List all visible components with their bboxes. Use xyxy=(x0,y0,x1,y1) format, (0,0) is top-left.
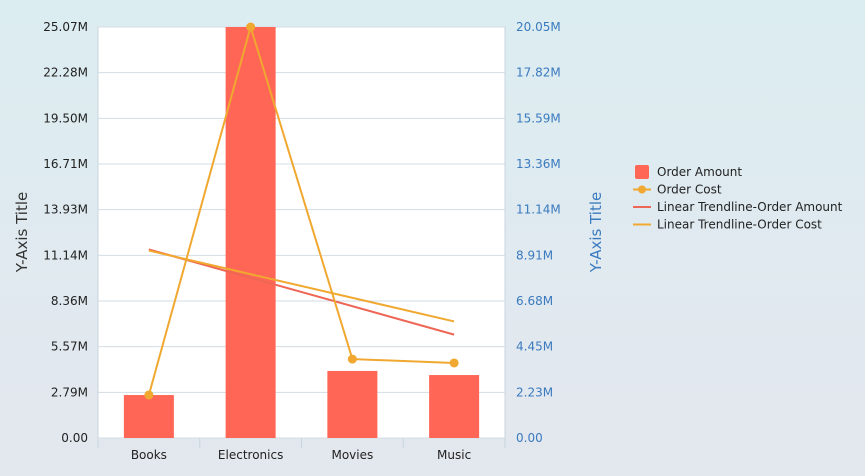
trendline-order-amount xyxy=(148,248,455,336)
y-tick-label: 0.00 xyxy=(61,431,88,445)
bar-order-amount xyxy=(429,375,480,438)
y-tick-label: 22.28M xyxy=(43,66,88,80)
x-tick-label: Movies xyxy=(331,448,373,462)
y-tick-label: 19.50M xyxy=(43,111,88,125)
y-tick-label: 2.79M xyxy=(51,385,88,399)
y-tick-label: 8.36M xyxy=(51,294,88,308)
y2-tick-label: 11.14M xyxy=(516,203,561,217)
y2-tick-label: 20.05M xyxy=(516,20,561,34)
legend-label: Linear Trendline-Order Cost xyxy=(657,218,822,232)
trendline-order-cost xyxy=(148,249,455,323)
y-tick-label: 16.71M xyxy=(43,157,88,171)
bar-order-amount xyxy=(225,27,276,438)
y-axis-title: Y-Axis Title xyxy=(13,192,31,274)
y2-tick-label: 17.82M xyxy=(516,66,561,80)
y2-tick-label: 0.00 xyxy=(516,431,543,445)
y2-tick-label: 13.36M xyxy=(516,157,561,171)
y-tick-label: 25.07M xyxy=(43,20,88,34)
y2-tick-label: 8.91M xyxy=(516,248,553,262)
y2-tick-label: 4.45M xyxy=(516,340,553,354)
x-tick-label: Books xyxy=(131,448,167,462)
x-tick-label: Electronics xyxy=(218,448,283,462)
point-order-cost xyxy=(144,390,154,400)
bar-order-amount xyxy=(123,395,174,438)
point-order-cost xyxy=(246,22,256,32)
plot-area xyxy=(97,26,506,439)
legend-marker xyxy=(638,185,646,194)
y2-tick-label: 15.59M xyxy=(516,111,561,125)
y-tick-label: 11.14M xyxy=(43,248,88,262)
y2-axis-title: Y-Axis Title xyxy=(587,192,605,274)
y-tick-label: 5.57M xyxy=(51,340,88,354)
bar-order-amount xyxy=(327,370,378,438)
y2-tick-label: 6.68M xyxy=(516,294,553,308)
point-order-cost xyxy=(449,358,459,368)
legend-label: Order Amount xyxy=(657,165,742,179)
y-tick-label: 13.93M xyxy=(43,203,88,217)
legend-swatch xyxy=(635,165,649,179)
legend-label: Linear Trendline-Order Amount xyxy=(657,200,843,214)
line-order-cost xyxy=(147,23,455,396)
y2-tick-label: 2.23M xyxy=(516,385,553,399)
x-tick-label: Music xyxy=(437,448,471,462)
legend-label: Order Cost xyxy=(657,183,722,197)
point-order-cost xyxy=(347,354,357,364)
